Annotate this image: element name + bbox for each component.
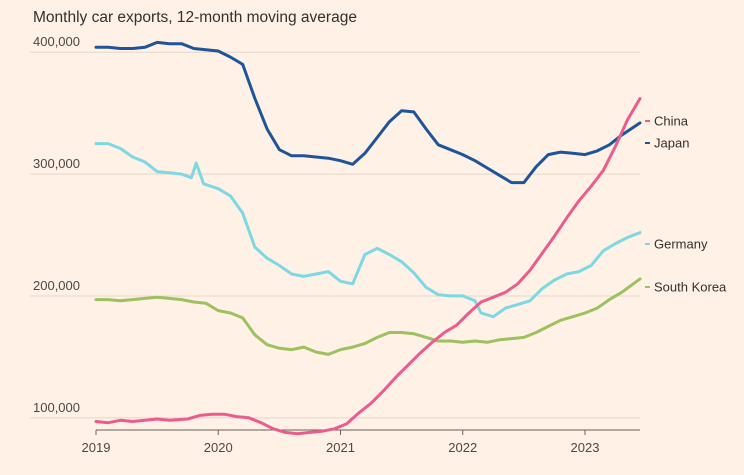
grid: 100,000 200,000 300,000 400,000 <box>30 34 640 419</box>
x-tick-label: 2023 <box>571 440 600 455</box>
series-line-south-korea <box>94 277 642 356</box>
y-tick-label: 100,000 <box>33 400 80 415</box>
series-lines <box>94 40 642 436</box>
y-tick-label: 300,000 <box>33 156 80 171</box>
series-line-china <box>94 97 642 436</box>
x-tick-label: 2021 <box>326 440 355 455</box>
series-line-japan <box>94 40 642 185</box>
series-label-south-korea: South Korea <box>654 280 727 295</box>
x-tick-label: 2022 <box>448 440 477 455</box>
series-labels: China Japan Germany South Korea <box>645 114 727 295</box>
y-tick-label: 400,000 <box>33 34 80 49</box>
x-tick-label: 2019 <box>82 440 111 455</box>
series-label-china: China <box>654 114 689 129</box>
series-line-germany <box>94 142 642 319</box>
series-label-germany: Germany <box>654 237 708 252</box>
x-tick-label: 2020 <box>204 440 233 455</box>
series-label-japan: Japan <box>654 136 689 151</box>
chart-title: Monthly car exports, 12-month moving ave… <box>33 9 357 26</box>
y-tick-label: 200,000 <box>33 278 80 293</box>
x-axis: 2019 2020 2021 2022 2023 <box>82 429 640 455</box>
